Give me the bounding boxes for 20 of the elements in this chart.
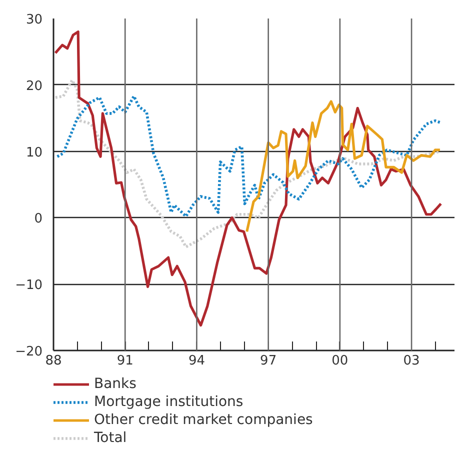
line-series: [54, 78, 442, 248]
legend-label: Other credit market companies: [94, 411, 313, 429]
y-tick-label: 30: [26, 12, 43, 28]
x-tick-label: 97: [260, 354, 277, 368]
y-tick-label: 20: [26, 78, 43, 94]
x-tick-label: 03: [403, 354, 420, 368]
legend-label: Total: [94, 429, 127, 447]
x-tick-label: 00: [332, 354, 348, 368]
y-tick-label: 0: [34, 212, 43, 227]
line-series: [246, 100, 442, 233]
y-tick-label: −20: [15, 344, 43, 360]
y-tick-label: −10: [15, 278, 43, 294]
line-series: [54, 30, 442, 327]
x-tick-label: 94: [188, 354, 205, 368]
legend-label: Banks: [94, 375, 136, 393]
x-tick-label: 91: [116, 354, 134, 368]
x-tick-label: 88: [45, 354, 62, 368]
line-series: [56, 94, 442, 218]
legend-label: Mortgage institutions: [94, 393, 244, 411]
y-tick-label: 10: [26, 145, 43, 160]
